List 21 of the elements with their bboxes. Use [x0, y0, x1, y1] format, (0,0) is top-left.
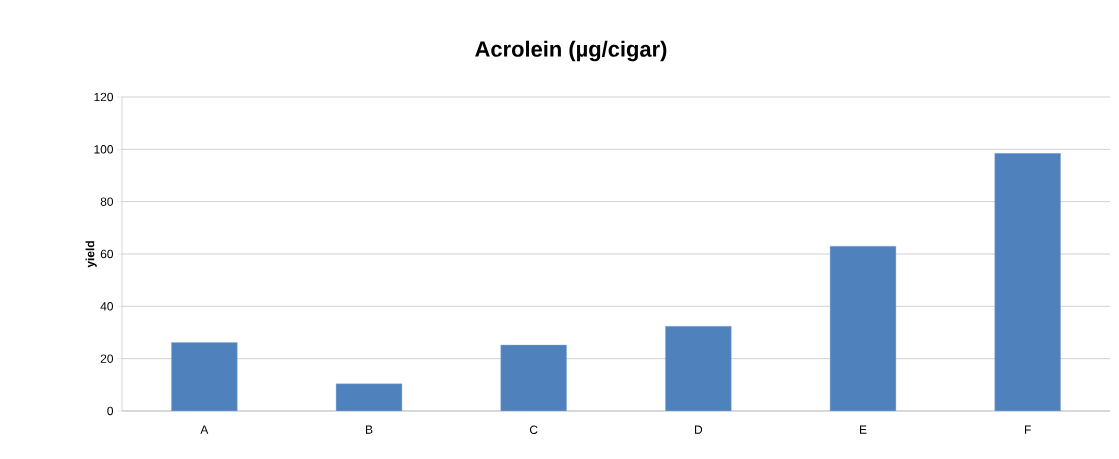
y-tick-label: 0 — [107, 406, 114, 416]
x-tick-label: A — [200, 425, 209, 434]
y-axis-title: yield — [85, 241, 97, 268]
y-tick-label: 40 — [100, 302, 114, 311]
y-tick-label: 80 — [100, 197, 114, 206]
y-tick-label: 120 — [94, 92, 114, 102]
x-tick-label: B — [366, 425, 373, 434]
chart-title: Acrolein (µg/cigar) — [475, 40, 667, 62]
bar — [829, 245, 897, 411]
x-tick-label: D — [695, 425, 703, 434]
y-tick-label: 20 — [100, 354, 114, 363]
y-tick-label: 100 — [94, 145, 114, 154]
y-tick-label: 60 — [100, 249, 114, 259]
bar — [500, 344, 567, 411]
x-tick-label: E — [860, 425, 867, 434]
bar — [665, 326, 732, 411]
x-tick-label: F — [1025, 425, 1031, 434]
x-tick-label: C — [529, 425, 538, 434]
bar — [335, 383, 403, 411]
bar — [171, 342, 238, 411]
bar — [994, 153, 1061, 411]
